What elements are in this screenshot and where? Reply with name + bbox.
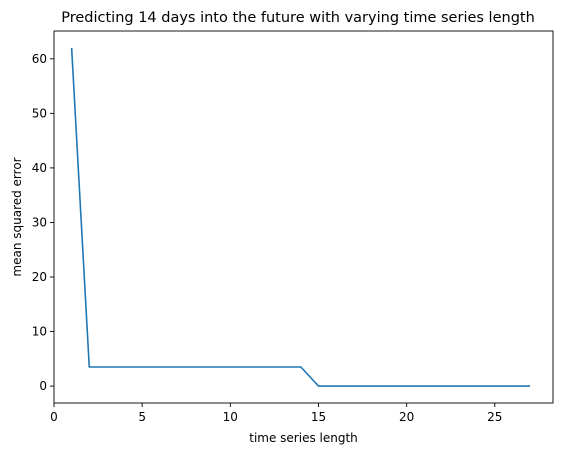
y-tick-label: 10 bbox=[32, 325, 47, 339]
chart-title: Predicting 14 days into the future with … bbox=[61, 10, 535, 26]
series-line bbox=[70, 47, 531, 387]
plot-frame bbox=[53, 30, 554, 404]
x-tick-label: 25 bbox=[487, 410, 502, 424]
y-tick-label: 30 bbox=[32, 215, 47, 229]
y-tick-label: 50 bbox=[32, 106, 47, 120]
axis-ticks: 0 5 10 15 20 25 0 10 20 30 40 50 60 bbox=[32, 52, 503, 424]
x-tick-label: 0 bbox=[50, 410, 58, 424]
y-tick-label: 0 bbox=[39, 379, 47, 393]
y-axis-label: mean squared error bbox=[10, 157, 24, 276]
y-tick-label: 20 bbox=[32, 270, 47, 284]
x-tick-label: 15 bbox=[311, 410, 326, 424]
x-tick-label: 5 bbox=[138, 410, 146, 424]
y-tick-label: 40 bbox=[32, 161, 47, 175]
x-axis-label: time series length bbox=[249, 431, 358, 445]
series-layer bbox=[70, 47, 531, 387]
x-tick-label: 20 bbox=[399, 410, 414, 424]
y-tick-label: 60 bbox=[32, 52, 47, 66]
x-tick-label: 10 bbox=[223, 410, 238, 424]
